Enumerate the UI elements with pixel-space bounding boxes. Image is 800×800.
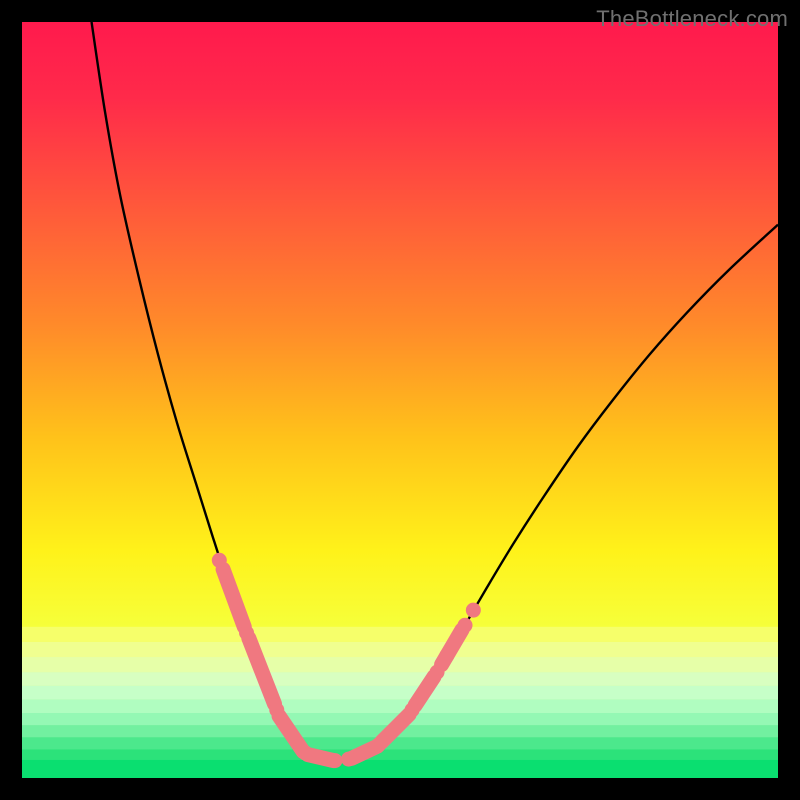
marker-dot <box>298 746 313 761</box>
marker-dot <box>327 753 342 768</box>
marker-dot <box>239 625 254 640</box>
marker-dot <box>341 752 356 767</box>
bottom-band <box>22 642 778 657</box>
marker-dot <box>430 665 445 680</box>
bottom-band <box>22 686 778 700</box>
marker-dot <box>405 702 420 717</box>
bottom-band <box>22 627 778 642</box>
bottom-band <box>22 657 778 672</box>
marker-dot <box>212 553 227 568</box>
bottom-band <box>22 672 778 686</box>
bottleneck-chart-svg <box>0 0 800 800</box>
bottom-band <box>22 749 778 760</box>
marker-dot <box>269 702 284 717</box>
bottom-band <box>22 737 778 749</box>
watermark-text: TheBottleneck.com <box>596 6 788 32</box>
marker-dot <box>439 648 454 663</box>
bottom-band <box>22 699 778 713</box>
bottom-band <box>22 760 778 778</box>
marker-dot <box>466 603 481 618</box>
marker-dot <box>458 618 473 633</box>
chart-stage: TheBottleneck.com <box>0 0 800 800</box>
marker-dot <box>371 737 386 752</box>
